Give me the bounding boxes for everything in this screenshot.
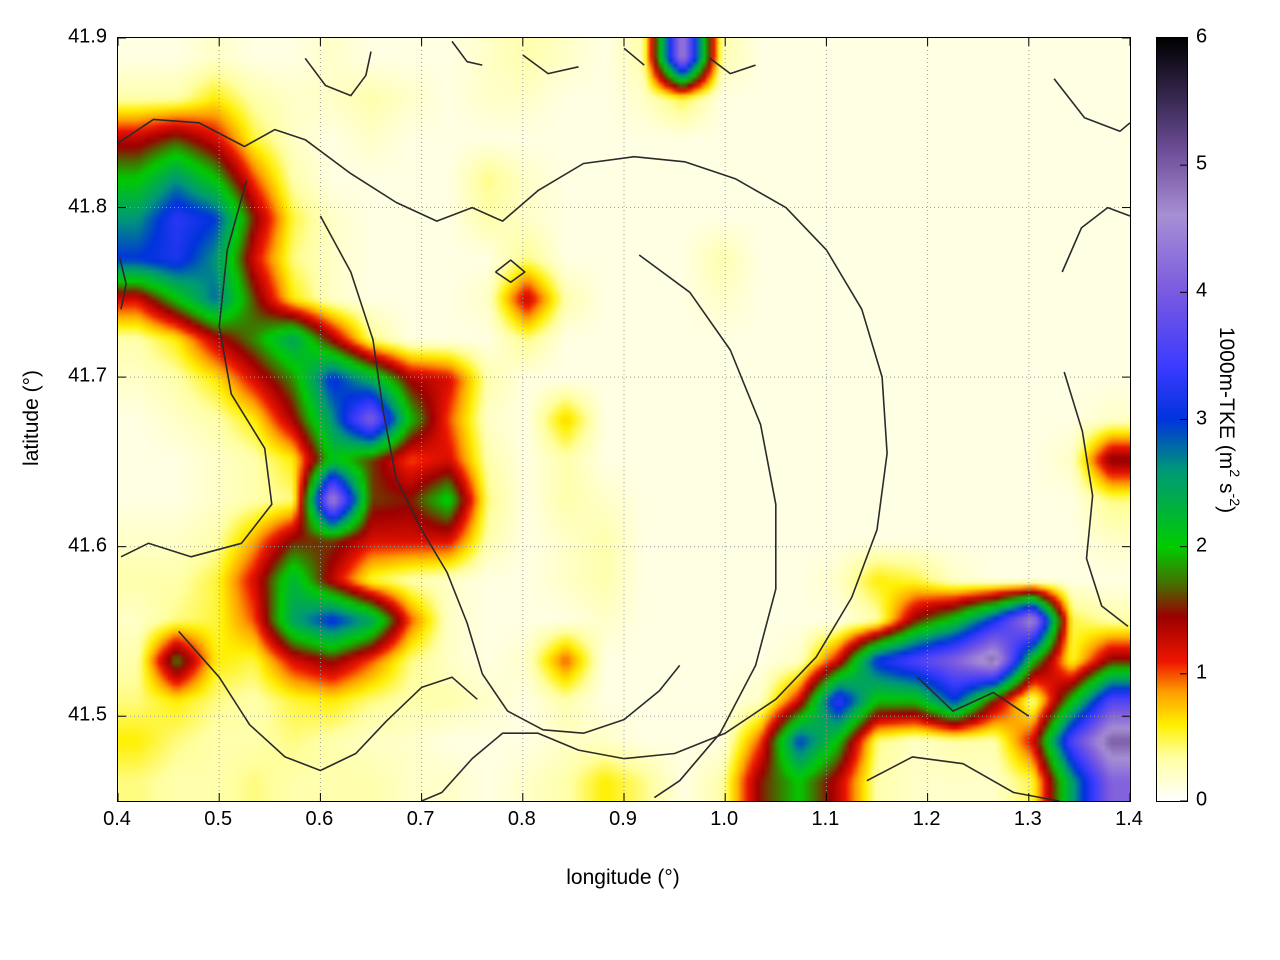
- colorbar-tick-label: 1: [1196, 661, 1208, 684]
- contour-line: [1061, 206, 1130, 273]
- y-tick-label: 41.8: [68, 195, 107, 218]
- x-tick-label: 1.4: [1115, 808, 1143, 830]
- x-tick-label: 0.5: [204, 808, 233, 830]
- contour-line: [119, 258, 127, 310]
- x-tick-label: 0.7: [406, 808, 435, 830]
- colorbar: [1156, 37, 1188, 802]
- colorbar-title-text2: s: [1215, 477, 1238, 494]
- x-tick-label: 1.1: [811, 808, 840, 830]
- colorbar-tick-label: 5: [1196, 152, 1208, 175]
- contour-line: [319, 215, 681, 735]
- contour-line: [709, 57, 756, 75]
- contour-line: [120, 180, 273, 558]
- contour-lines: [118, 40, 1130, 801]
- tick-marks: [118, 38, 1130, 801]
- contour-line: [1063, 371, 1129, 628]
- gridlines: [118, 38, 1130, 801]
- x-tick-label: 1.3: [1013, 808, 1042, 830]
- colorbar-title-sup2: -2: [1226, 493, 1242, 507]
- x-tick-label: 0.4: [103, 808, 131, 830]
- x-tick-label: 0.8: [507, 808, 536, 830]
- plot-overlay: [118, 38, 1130, 801]
- colorbar-tick-label: 4: [1196, 279, 1208, 302]
- x-tick-label: 1.2: [912, 808, 941, 830]
- colorbar-tick-label: 6: [1196, 25, 1208, 48]
- colorbar-tick-marks: [1180, 38, 1187, 801]
- colorbar-title-sup1: 2: [1226, 469, 1242, 478]
- contour-line: [118, 118, 888, 801]
- contour-line: [623, 47, 645, 66]
- contour-line: [304, 51, 372, 97]
- plot-area: [117, 37, 1131, 802]
- contour-line: [916, 676, 1030, 717]
- y-tick-label: 41.7: [68, 364, 107, 387]
- x-tick-label: 0.9: [609, 808, 637, 830]
- colorbar-tick-label: 0: [1196, 788, 1208, 811]
- colorbar-title-text: 1000m-TKE (m: [1215, 326, 1238, 470]
- colorbar-title: 1000m-TKE (m2 s-2): [1214, 327, 1242, 513]
- y-tick-label: 41.6: [68, 534, 107, 557]
- x-tick-label: 1.0: [710, 808, 739, 830]
- x-tick-label: 0.6: [305, 808, 334, 830]
- colorbar-tick-label: 2: [1196, 534, 1208, 557]
- contour-line: [178, 630, 478, 772]
- contour-line: [638, 254, 777, 799]
- x-axis-title: longitude (°): [566, 866, 680, 889]
- contour-line: [522, 54, 579, 75]
- colorbar-title-text3: ): [1215, 506, 1238, 514]
- contour-line: [1053, 78, 1130, 133]
- contour-line: [866, 756, 1060, 801]
- y-tick-label: 41.5: [68, 703, 107, 726]
- heatmap-canvas: [118, 38, 1130, 801]
- y-tick-label: 41.9: [68, 25, 107, 48]
- y-axis-title: latitude (°): [20, 370, 43, 466]
- contour-line: [451, 40, 483, 66]
- colorbar-tick-label: 3: [1196, 407, 1208, 429]
- contour-line: [495, 259, 526, 283]
